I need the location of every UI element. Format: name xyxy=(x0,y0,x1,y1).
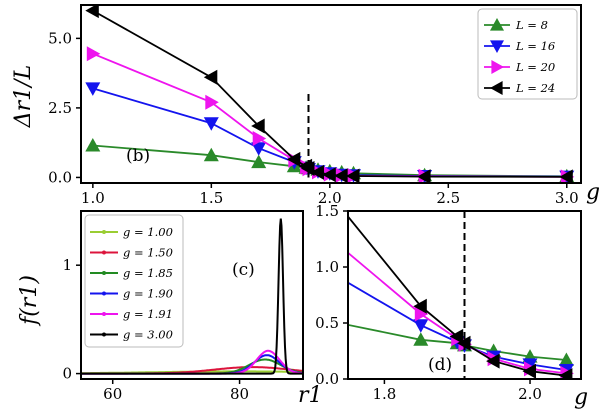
data-point-3-11 xyxy=(559,169,573,183)
data-point-2-0 xyxy=(86,46,101,62)
data-point-3-5 xyxy=(522,363,536,379)
legend-marker-4 xyxy=(102,312,106,316)
panel-label: (c) xyxy=(232,260,255,280)
y-tick-label: 0 xyxy=(62,365,72,383)
legend-marker-0 xyxy=(102,230,106,234)
data-point-3-9 xyxy=(346,168,360,183)
series-line-1 xyxy=(92,87,567,178)
panel-c: 60 80 0 1 (c) r1 f(r1) g = 1.00 g = 1.50 g = 1.85… xyxy=(17,210,323,408)
series-layer xyxy=(85,5,575,183)
x-tick-label: 3.0 xyxy=(555,189,579,207)
y-tick-label: 0.0 xyxy=(315,370,339,388)
panel-label: (b) xyxy=(126,146,150,166)
legend-box xyxy=(477,8,578,100)
x-tick-label: 2.0 xyxy=(318,189,342,207)
x-tick-label: 2.5 xyxy=(436,189,460,207)
data-point-0-6 xyxy=(558,352,574,366)
y-tick-label: 1 xyxy=(62,256,72,274)
legend-marker-1 xyxy=(490,40,504,53)
legend-label-2: L = 20 xyxy=(515,60,555,74)
y-tick-label: 2.5 xyxy=(48,99,72,117)
legend-label-3: L = 24 xyxy=(515,81,555,95)
legend-marker-2 xyxy=(102,271,106,275)
legend-label-3: g = 1.90 xyxy=(123,287,173,301)
x-tick-label: 1.5 xyxy=(199,189,223,207)
legend-label-1: L = 16 xyxy=(515,39,555,53)
x-axis-label: g xyxy=(574,385,588,410)
series-line-2 xyxy=(348,251,567,375)
data-point-3-7 xyxy=(322,167,336,183)
data-point-1-1 xyxy=(413,319,429,333)
data-point-3-0 xyxy=(85,5,99,19)
y-tick-label: 0.0 xyxy=(48,168,72,186)
data-point-2-1 xyxy=(205,94,219,110)
legend: L = 8 L = 16 L = 20 L = 24 xyxy=(477,8,578,100)
legend-label-2: g = 1.85 xyxy=(123,266,173,280)
legend-marker-2 xyxy=(491,60,504,74)
data-point-3-1 xyxy=(413,298,427,314)
x-tick-label: 1.8 xyxy=(372,385,396,403)
x-tick-label: 1.0 xyxy=(81,189,105,207)
legend-label-4: g = 1.91 xyxy=(123,307,173,321)
y-tick-label: 0.5 xyxy=(315,314,339,332)
data-point-0-1 xyxy=(203,147,219,162)
data-point-3-1 xyxy=(203,69,218,85)
panel-label: (d) xyxy=(428,355,452,375)
x-tick-label: 60 xyxy=(103,385,122,403)
x-tick-label: 2.0 xyxy=(518,385,542,403)
series-line-4 xyxy=(81,349,303,375)
series-line-5 xyxy=(81,218,303,375)
legend-label-0: g = 1.00 xyxy=(123,225,173,239)
data-point-3-6 xyxy=(558,368,573,379)
data-point-0-1 xyxy=(413,332,429,346)
legend-marker-1 xyxy=(102,250,106,255)
y-tick-label: 1.5 xyxy=(315,202,339,220)
legend-label-5: g = 3.00 xyxy=(123,328,173,342)
data-point-1-0 xyxy=(85,82,101,96)
data-point-0-2 xyxy=(251,154,267,169)
panel-d: 1.8 2.0 0.0 0.5 1.0 1.5 (d) g xyxy=(315,202,588,410)
x-axis-label: g xyxy=(586,180,599,205)
series-layer xyxy=(81,218,303,375)
x-axis-label: r1 xyxy=(298,383,323,408)
panel-b-frame xyxy=(80,4,582,184)
legend-marker-0 xyxy=(490,18,504,31)
data-point-3-4 xyxy=(486,353,500,369)
data-point-1-2 xyxy=(251,142,267,156)
y-tick-label: 1.0 xyxy=(315,258,339,276)
y-tick-label: 5.0 xyxy=(48,29,72,47)
y-axis-label: Δr1/L xyxy=(11,65,36,128)
data-point-3-2 xyxy=(449,328,464,344)
legend-marker-3 xyxy=(102,291,106,296)
data-point-1-1 xyxy=(203,117,219,131)
legend: g = 1.00 g = 1.50 g = 1.85 g = 1.90 g = 1.91… xyxy=(84,214,184,348)
panel-d-frame xyxy=(347,210,582,380)
legend-marker-3 xyxy=(490,81,503,95)
data-point-3-2 xyxy=(251,118,265,134)
data-point-2-1 xyxy=(414,306,429,322)
data-point-2-2 xyxy=(252,131,267,146)
x-tick-label: 80 xyxy=(230,385,249,403)
data-point-3-10 xyxy=(417,169,431,183)
legend-label-1: g = 1.50 xyxy=(123,246,173,260)
data-point-3-3 xyxy=(286,151,301,167)
legend-label-0: L = 8 xyxy=(515,18,548,32)
data-point-3-6 xyxy=(310,164,324,180)
data-point-3-8 xyxy=(334,168,348,183)
panel-c-frame xyxy=(80,210,304,380)
y-axis-label: f(r1) xyxy=(17,275,42,327)
legend-marker-5 xyxy=(102,332,106,337)
data-point-0-0 xyxy=(85,138,101,152)
